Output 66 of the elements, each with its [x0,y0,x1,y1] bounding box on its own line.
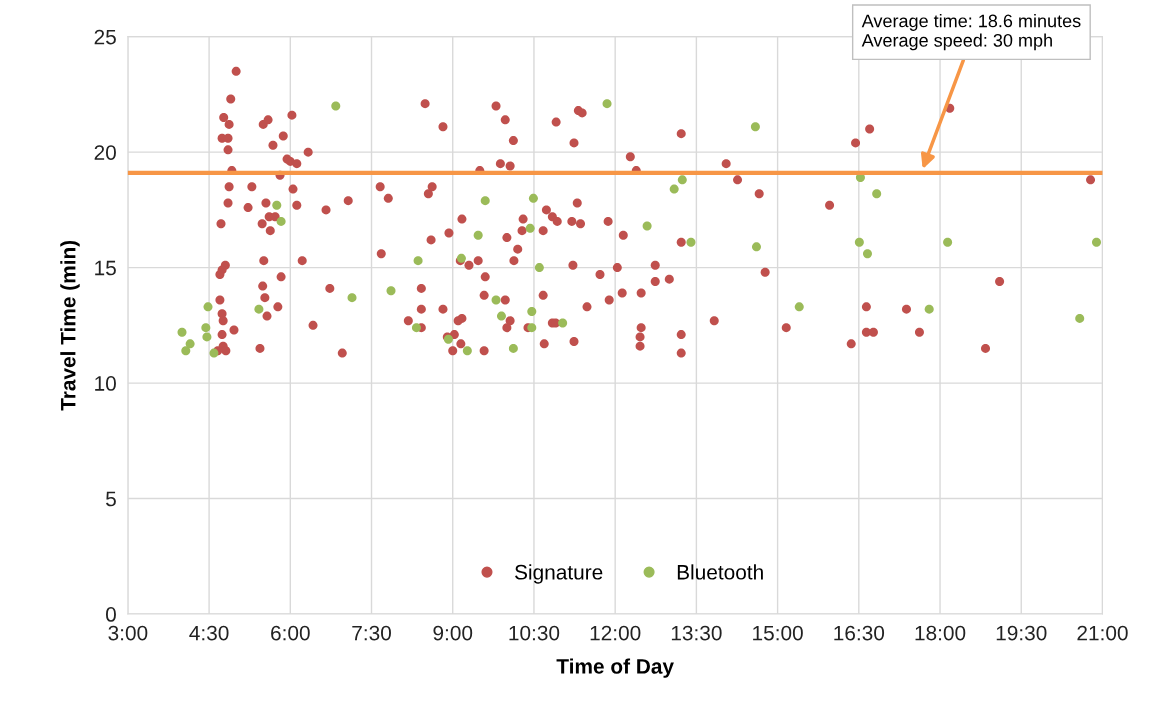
x-tick-label: 6:00 [271,625,310,641]
x-tick-label: 19:30 [996,625,1047,641]
x-tick-label: 13:30 [671,625,722,641]
legend-label: Signature [515,564,603,584]
point [473,230,483,240]
point [794,302,804,312]
point [1075,313,1085,323]
point [209,348,219,358]
point [177,327,187,337]
point [462,346,472,356]
point [854,237,864,247]
x-tick-label: 18:00 [915,625,966,641]
point [558,318,568,328]
point [943,237,953,247]
y-axis-title: Travel Time (min) [60,240,80,411]
annotation: Average time: 18.6 minutes Average speed: 30 mph [861,14,1081,51]
x-tick-label: 15:00 [753,625,803,641]
point [508,343,518,353]
point [411,323,421,333]
point [534,263,544,273]
x-tick-label: 21:00 [1077,625,1128,641]
point [924,304,934,314]
point [528,193,538,203]
legend-label: Bluetooth [677,564,763,580]
point [272,200,282,210]
x-tick-label: 10:30 [509,625,560,641]
point [602,99,612,109]
point [686,237,696,247]
y-tick-label: 0 [105,607,116,622]
y-tick-label: 20 [94,145,116,160]
point [862,249,872,259]
x-tick-label: 16:30 [834,625,885,641]
point [491,295,501,305]
point [750,122,760,132]
point [1092,237,1102,247]
point [331,101,341,111]
point [527,323,537,333]
point [413,256,423,266]
x-tick-label: 4:30 [189,625,229,641]
x-tick-label: 12:00 [590,625,641,641]
point [202,332,212,342]
point [347,293,357,303]
x-axis-title: Time of Day [556,658,674,678]
point [203,302,213,312]
point [751,242,761,252]
x-tick-label: 9:00 [433,625,473,641]
x-tick-label: 3:00 [108,625,148,641]
point [496,311,506,321]
y-tick-label: 5 [106,491,116,507]
y-tick-label: 10 [95,376,116,391]
point [386,286,396,296]
point [525,223,535,233]
point [527,306,537,316]
point [872,189,882,199]
y-tick-label: 25 [94,29,116,45]
point [669,184,679,194]
point [254,304,264,314]
point [276,216,286,226]
point [677,175,687,185]
point [185,339,195,349]
point [181,346,191,356]
point [201,323,211,333]
x-tick-label: 7:30 [352,625,391,641]
point [480,196,490,206]
y-tick-label: 15 [95,260,116,276]
point [642,221,652,231]
